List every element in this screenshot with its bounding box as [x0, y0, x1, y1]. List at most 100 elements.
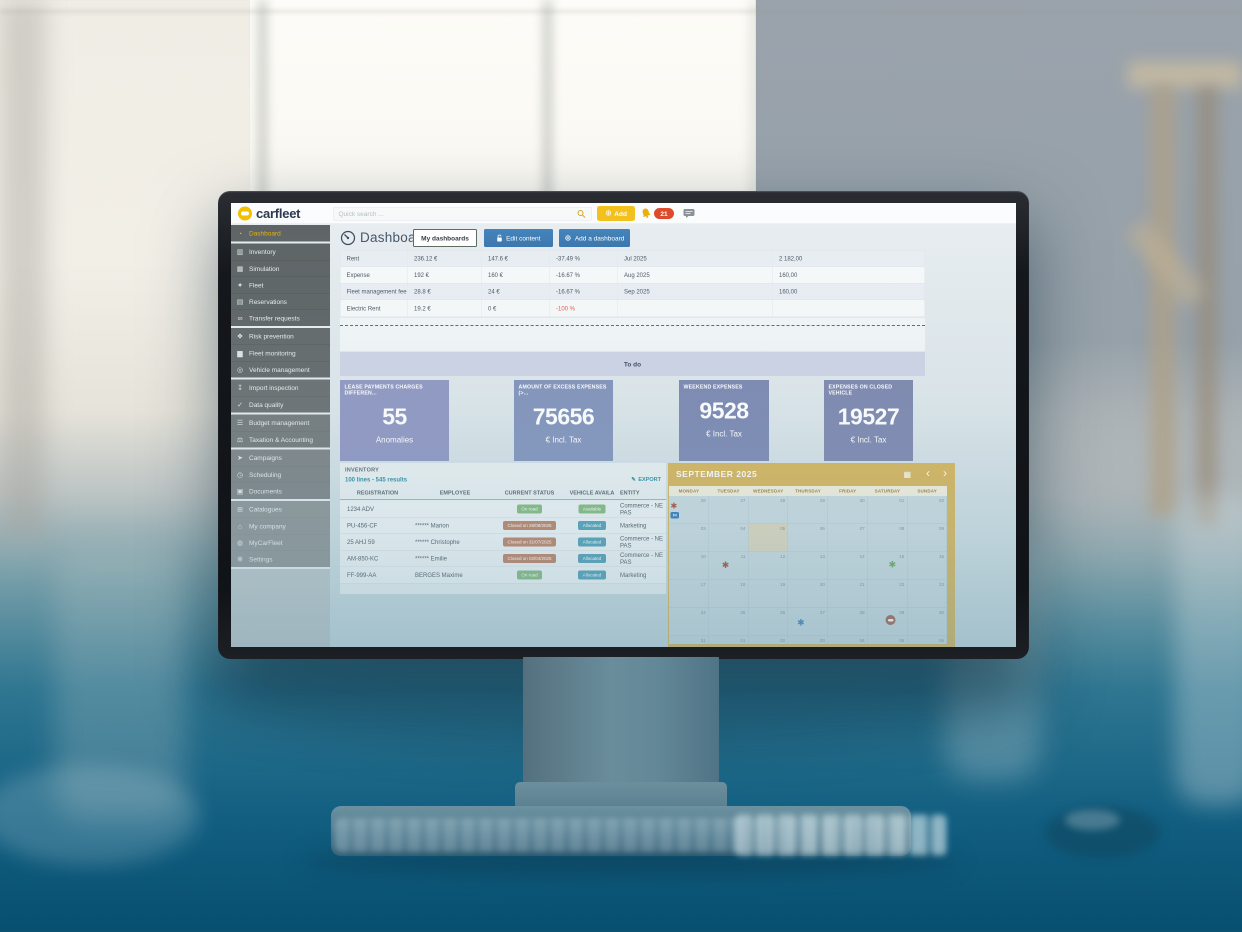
- calendar-day[interactable]: 06: [788, 524, 828, 552]
- sidebar-item-fleet-monitoring[interactable]: ▆ Fleet monitoring: [231, 344, 330, 362]
- calendar-day[interactable]: 26 ✱ ⋈: [669, 496, 709, 524]
- sidebar-item-reservations[interactable]: ▤ Reservations: [231, 293, 330, 310]
- calendar-day[interactable]: 12: [748, 552, 789, 580]
- kpi-card-excess-expenses[interactable]: AMOUNT OF EXCESS EXPENSES (>... 75656 € …: [514, 380, 613, 461]
- calendar-day-highlighted[interactable]: 05: [748, 524, 789, 552]
- calendar-day[interactable]: 21: [827, 580, 868, 608]
- export-button[interactable]: ✎ EXPORT: [631, 476, 661, 482]
- sidebar-item-settings[interactable]: ✻ Settings: [231, 550, 330, 568]
- kpi-card-weekend-expenses[interactable]: WEEKEND EXPENSES 9528 € Incl. Tax: [679, 380, 769, 461]
- calendar-day[interactable]: 04: [708, 524, 749, 552]
- table-row[interactable]: Electric Rent 19.2 € 0 € -100 %: [340, 300, 925, 317]
- table-row[interactable]: FF-999-AA BERGES Maxime On road Allocate…: [340, 567, 666, 584]
- sidebar-item-fleet[interactable]: ✦ Fleet: [231, 276, 330, 294]
- sidebar-item-dashboard[interactable]: ◔ Dashboard: [231, 225, 330, 242]
- sidebar-item-inventory[interactable]: ▥ Inventory: [231, 244, 330, 261]
- calendar-day[interactable]: 05: [867, 636, 908, 644]
- kpi-card-closed-vehicle-expenses[interactable]: EXPENSES ON CLOSED VEHICLE 19527 € Incl.…: [824, 380, 913, 461]
- calendar-day[interactable]: 26: [748, 608, 789, 636]
- column-header[interactable]: REGISTRATION: [356, 490, 399, 496]
- calendar-day[interactable]: 01: [708, 636, 749, 644]
- calendar-day[interactable]: 03: [669, 524, 709, 552]
- kpi-card-lease-payments[interactable]: LEASE PAYMENTS CHARGES DIFFEREN... 55 An…: [340, 380, 449, 461]
- maintenance-marker-icon[interactable]: ✱: [888, 559, 897, 570]
- add-button[interactable]: ⊕ Add: [597, 206, 635, 221]
- calendar-day[interactable]: 16: [907, 552, 947, 580]
- calendar-day[interactable]: 28: [748, 496, 789, 524]
- table-row[interactable]: 1234 ADV On road Available Commerce - NE…: [340, 501, 666, 518]
- sidebar-item-data-quality[interactable]: ✓ Data quality: [231, 396, 330, 413]
- table-row[interactable]: 25 AHJ 59 ****** Christophe Closed on 31…: [340, 534, 666, 551]
- chat-icon[interactable]: [683, 209, 695, 219]
- sidebar-item-vehicle-management[interactable]: ◎ Vehicle management: [231, 361, 330, 378]
- notification-count-badge[interactable]: 21: [654, 208, 674, 219]
- calendar-day[interactable]: 13: [788, 552, 828, 580]
- calendar-day[interactable]: 19: [748, 580, 789, 608]
- calendar-day[interactable]: 27: [708, 496, 749, 524]
- my-dashboards-button[interactable]: My dashboards: [413, 229, 477, 247]
- calendar-day[interactable]: 20: [788, 580, 828, 608]
- calendar-day[interactable]: 29: [788, 496, 828, 524]
- carfleet-logo-icon[interactable]: [238, 206, 252, 221]
- column-header[interactable]: EMPLOYEE: [439, 490, 471, 496]
- sidebar-item-catalogues[interactable]: ⊞ Catalogues: [231, 501, 330, 518]
- calendar-view-icon[interactable]: ▦: [903, 470, 911, 480]
- table-row[interactable]: Rent 236.12 € 147.6 € -37.49 % Jul 2025 …: [340, 250, 925, 267]
- maintenance-marker-icon[interactable]: ✱: [797, 617, 805, 628]
- maintenance-marker-icon[interactable]: ✱: [721, 560, 730, 570]
- sidebar-item-scheduling[interactable]: ◷ Scheduling: [231, 466, 330, 483]
- calendar-day[interactable]: 25: [708, 608, 749, 636]
- calendar-day[interactable]: 18: [708, 580, 749, 608]
- calendar-day[interactable]: 27 ✱: [788, 608, 828, 636]
- calendar-day[interactable]: 15 ✱: [867, 552, 908, 580]
- column-header[interactable]: CURRENT STATUS: [504, 490, 555, 496]
- calendar-day[interactable]: 04: [827, 636, 868, 644]
- calendar-day[interactable]: 06: [907, 636, 947, 644]
- add-dashboard-button[interactable]: ⊕ Add a dashboard: [559, 229, 630, 247]
- calendar-day[interactable]: 02: [907, 496, 947, 524]
- calendar-day[interactable]: 22: [867, 580, 908, 608]
- sidebar-item-import-inspection[interactable]: ↧ Import inspection: [231, 380, 330, 397]
- table-row[interactable]: Expense 192 € 160 € -16.67 % Aug 2025 16…: [340, 267, 925, 284]
- calendar-day[interactable]: 07: [827, 524, 868, 552]
- calendar-day[interactable]: 08: [867, 524, 908, 552]
- calendar-day[interactable]: 11 ✱: [708, 552, 749, 580]
- previous-month-button[interactable]: ‹: [926, 466, 930, 481]
- logo-text[interactable]: carfleet: [256, 206, 301, 221]
- maintenance-marker-icon[interactable]: ✱: [670, 502, 678, 511]
- sidebar-item-simulation[interactable]: ▦ Simulation: [231, 260, 330, 277]
- calendar-day[interactable]: 29: [867, 608, 908, 636]
- mail-marker-icon[interactable]: ⋈: [670, 512, 679, 519]
- vehicle-marker-icon[interactable]: [885, 615, 896, 625]
- edit-content-button[interactable]: Edit content: [484, 229, 553, 247]
- sidebar-item-my-company[interactable]: ⌂ My company: [231, 517, 330, 535]
- search-icon[interactable]: [577, 210, 586, 219]
- calendar-day[interactable]: 23: [907, 580, 947, 608]
- calendar-day[interactable]: 30: [827, 496, 868, 524]
- sidebar-item-documents[interactable]: ▣ Documents: [231, 482, 330, 500]
- table-row[interactable]: AM-850-KC ****** Emilie Closed on 02/04/…: [340, 550, 666, 567]
- calendar-day[interactable]: 30: [907, 608, 947, 636]
- column-header[interactable]: ENTITY: [620, 490, 640, 496]
- column-header[interactable]: VEHICLE AVAILA: [569, 490, 615, 496]
- calendar-day[interactable]: 28: [827, 608, 868, 636]
- next-month-button[interactable]: ›: [943, 466, 947, 481]
- calendar-day[interactable]: 01: [867, 496, 908, 524]
- notification-bell-icon[interactable]: [638, 205, 653, 220]
- calendar-day[interactable]: 14: [827, 552, 868, 580]
- sidebar-item-campaigns[interactable]: ➤ Campaigns: [231, 450, 330, 467]
- sidebar-item-taxation-accounting[interactable]: ⚖ Taxation & Accounting: [231, 431, 330, 448]
- sidebar-item-transfer-requests[interactable]: ∞ Transfer requests: [231, 309, 330, 327]
- todo-widget-header[interactable]: To do: [340, 352, 925, 376]
- sidebar-item-budget-management[interactable]: ☰ Budget management: [231, 415, 330, 432]
- calendar-day[interactable]: 17: [669, 580, 709, 608]
- calendar-day[interactable]: 31: [669, 636, 709, 644]
- sidebar-item-risk-prevention[interactable]: ❖ Risk prevention: [231, 328, 330, 345]
- table-row[interactable]: Fleet management fee 28.8 € 24 € -16.67 …: [340, 283, 925, 300]
- calendar-day[interactable]: 09: [907, 524, 947, 552]
- calendar-day[interactable]: 03: [788, 636, 828, 644]
- calendar-day[interactable]: 02: [748, 636, 789, 644]
- search-input[interactable]: [333, 207, 592, 221]
- sidebar-item-mycarfleet[interactable]: ◍ MyCarFleet: [231, 534, 330, 551]
- table-row[interactable]: PU-456-CF ****** Marion Closed on 28/08/…: [340, 517, 666, 534]
